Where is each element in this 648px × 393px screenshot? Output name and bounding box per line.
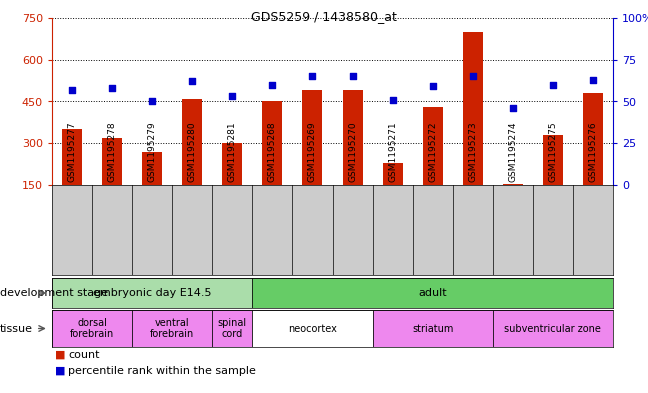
Bar [373, 310, 492, 347]
Point [187, 78, 198, 84]
Point [347, 73, 358, 80]
Bar [422, 107, 443, 185]
Point [267, 82, 277, 88]
Bar [62, 129, 82, 185]
Text: GDS5259 / 1438580_at: GDS5259 / 1438580_at [251, 10, 397, 23]
Bar [463, 32, 483, 185]
Bar [102, 138, 122, 185]
Bar [252, 310, 373, 347]
Bar [503, 184, 523, 185]
Text: percentile rank within the sample: percentile rank within the sample [68, 366, 256, 376]
Bar [142, 152, 162, 185]
Bar [543, 135, 563, 185]
Text: count: count [68, 350, 100, 360]
Bar [583, 93, 603, 185]
Bar [492, 310, 613, 347]
Point [428, 83, 438, 90]
Text: development stage: development stage [0, 288, 108, 298]
Bar [52, 278, 252, 308]
Text: embryonic day E14.5: embryonic day E14.5 [93, 288, 211, 298]
Bar [252, 278, 613, 308]
Text: striatum: striatum [412, 323, 454, 334]
Bar [132, 310, 213, 347]
Point [67, 87, 77, 93]
Bar [213, 310, 252, 347]
Point [107, 85, 117, 91]
Point [507, 105, 518, 111]
Text: ventral
forebrain: ventral forebrain [150, 318, 194, 339]
Bar [262, 101, 283, 185]
Text: ■: ■ [55, 350, 65, 360]
Bar [303, 90, 323, 185]
Bar [343, 90, 362, 185]
Text: ■: ■ [55, 366, 65, 376]
Point [147, 98, 157, 105]
Bar [222, 143, 242, 185]
Point [227, 94, 238, 100]
Point [588, 77, 598, 83]
Text: tissue: tissue [0, 323, 33, 334]
Bar [52, 310, 132, 347]
Text: spinal
cord: spinal cord [218, 318, 247, 339]
Bar [182, 99, 202, 185]
Point [307, 73, 318, 80]
Text: subventricular zone: subventricular zone [504, 323, 601, 334]
Text: dorsal
forebrain: dorsal forebrain [70, 318, 114, 339]
Bar [382, 163, 402, 185]
Point [548, 82, 558, 88]
Text: adult: adult [419, 288, 447, 298]
Point [388, 97, 398, 103]
Text: neocortex: neocortex [288, 323, 337, 334]
Point [468, 73, 478, 80]
